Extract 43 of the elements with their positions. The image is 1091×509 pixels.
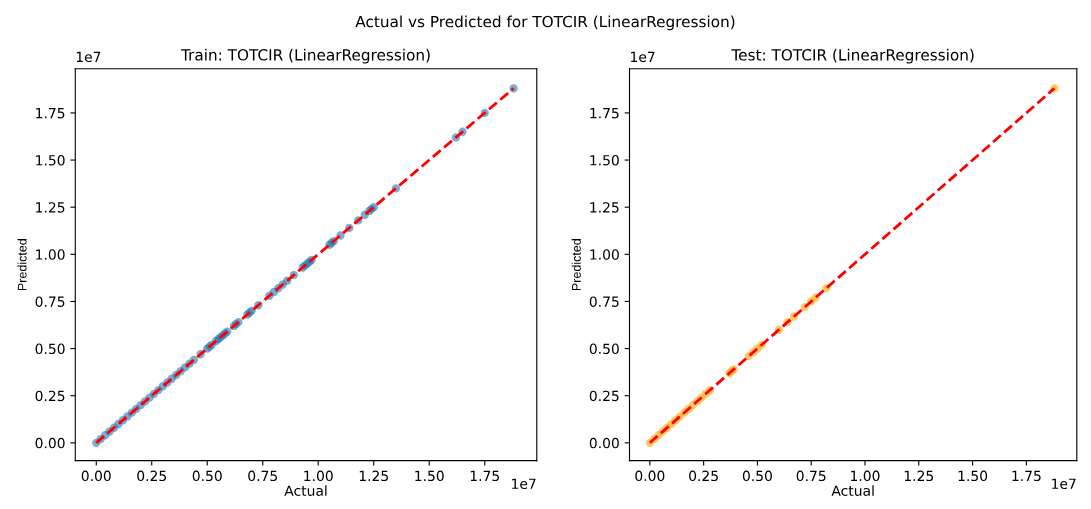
chart-title: Train: TOTCIR (LinearRegression) <box>180 48 430 64</box>
y-tick-label: 0.50 <box>35 343 65 355</box>
x-tick-label: 1.00 <box>304 470 333 482</box>
x-tick-label: 1.50 <box>415 470 444 482</box>
x-tick-label: 0.75 <box>248 470 277 482</box>
x-axis-title: Actual <box>284 485 327 496</box>
y-tick-label: 0.75 <box>589 296 619 307</box>
text: 1e7 <box>76 51 101 63</box>
x-tick-label: 1.75 <box>1012 470 1041 482</box>
x-tick-label: 1.25 <box>904 470 934 482</box>
x-tick-label: 0.00 <box>635 470 665 482</box>
text: Actual vs Predicted for TOTCIR (LinearRegression) <box>355 15 735 31</box>
y-tick-label: 1.25 <box>36 202 65 213</box>
y-tick-label: 0.00 <box>589 437 619 449</box>
x-tick-label: 1.25 <box>359 470 388 482</box>
y-tick-label: 0.50 <box>589 343 619 355</box>
y-axis-title: Predicted <box>571 239 581 291</box>
x-tick-label: 0.25 <box>137 470 166 482</box>
y-tick-label: 1.75 <box>36 108 65 119</box>
x-tick-label: 0.00 <box>81 470 111 482</box>
y-tick-label: 1.50 <box>590 155 619 166</box>
x-tick-label: 1.50 <box>958 470 988 482</box>
y-tick-label: 0.25 <box>589 390 619 402</box>
y-tick-label: 1.00 <box>590 249 619 260</box>
chart-title: Test: TOTCIR (LinearRegression) <box>731 48 974 64</box>
x-tick-label: 0.50 <box>192 470 222 482</box>
x-tick-label: 0.25 <box>689 470 718 482</box>
x-tick-label: 1.00 <box>851 470 880 482</box>
text: 1e7 <box>631 51 655 63</box>
y-tick-label: 0.25 <box>35 390 65 402</box>
y-tick-label: 1.75 <box>590 108 619 119</box>
y-axis-title: Predicted <box>17 239 27 291</box>
y-tick-label: 1.25 <box>590 202 619 213</box>
x-axis-title: Actual <box>831 485 874 496</box>
y-tick-label: 1.00 <box>36 249 65 260</box>
x-tick-label: 0.50 <box>742 470 772 482</box>
y-tick-label: 0.00 <box>35 437 65 449</box>
y-tick-label: 0.75 <box>35 296 65 307</box>
text: 1e7 <box>1052 478 1076 490</box>
text: 1e7 <box>512 478 536 490</box>
x-tick-label: 1.75 <box>470 470 499 482</box>
y-tick-label: 1.50 <box>36 155 65 166</box>
x-tick-label: 0.75 <box>796 470 826 482</box>
